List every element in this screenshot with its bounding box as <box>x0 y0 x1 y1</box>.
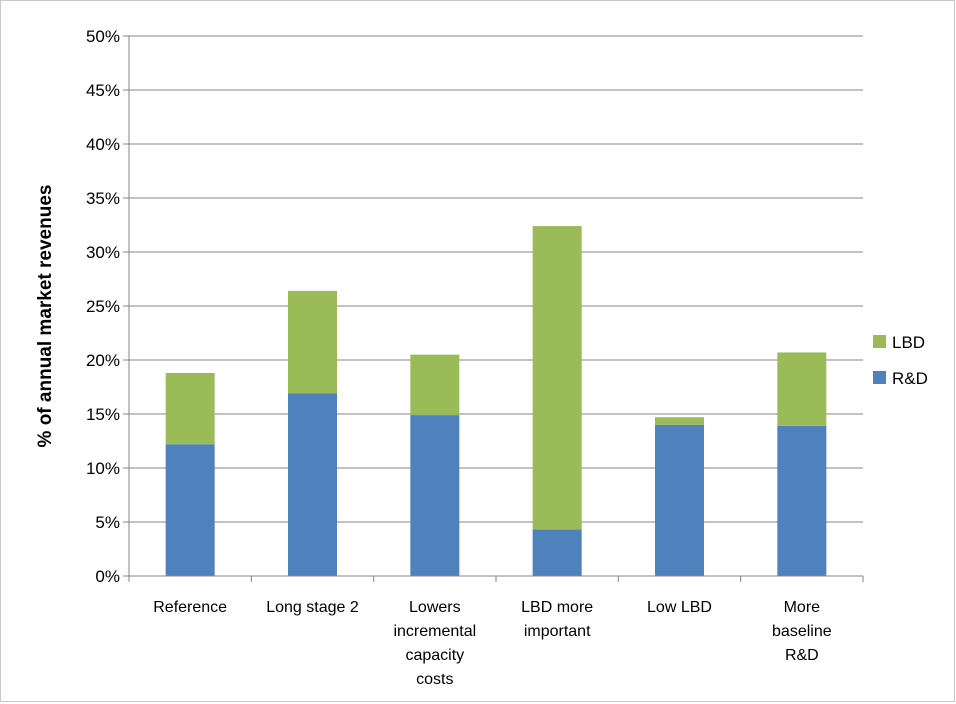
y-tick-label: 35% <box>86 189 120 208</box>
x-category-label: Reference <box>153 599 227 616</box>
y-axis-title: % of annual market revenues <box>35 185 56 448</box>
bar-r-d <box>288 393 337 576</box>
gridlines <box>123 35 863 577</box>
x-category-label-line: Lowers <box>409 599 461 616</box>
x-category-label-line: Reference <box>153 599 227 616</box>
axes <box>128 36 864 582</box>
y-tick-label: 45% <box>86 81 120 100</box>
x-category-label: Lowers incremental capacity costs <box>393 599 476 688</box>
legend-swatch <box>873 371 886 384</box>
x-category-label-line: More <box>784 599 821 616</box>
legend-label: LBD <box>892 333 925 352</box>
y-tick-label: 30% <box>86 243 120 262</box>
bar-r-d <box>410 415 460 576</box>
x-category-label: LBD more important <box>521 599 593 640</box>
bar-lbd <box>288 290 337 394</box>
x-category-label-line: baseline <box>772 623 832 640</box>
y-tick-label: 25% <box>86 297 120 316</box>
y-tick-label: 40% <box>86 135 120 154</box>
y-tick-label: 50% <box>86 27 120 46</box>
bar-lbd <box>165 372 215 445</box>
bars <box>165 226 827 576</box>
bar-r-d <box>655 424 704 576</box>
bar-lbd <box>655 417 704 425</box>
x-category-label-line: important <box>524 623 591 640</box>
bar-lbd <box>532 226 582 530</box>
bar-r-d <box>165 444 215 576</box>
x-category-label: Low LBD <box>647 599 712 616</box>
legend-label: R&D <box>892 369 928 388</box>
y-tick-label: 10% <box>86 459 120 478</box>
x-category-label-line: incremental <box>393 623 476 640</box>
y-tick-label: 15% <box>86 405 120 424</box>
bar-lbd <box>410 354 460 416</box>
bar-r-d <box>777 425 827 576</box>
x-category-label: Long stage 2 <box>266 599 359 616</box>
bar-r-d <box>532 529 582 576</box>
x-category-label-line: capacity <box>405 647 464 664</box>
y-tick-label: 0% <box>95 567 120 586</box>
legend: LBD R&D <box>873 333 928 388</box>
y-tick-label: 20% <box>86 351 120 370</box>
x-category-label-line: Long stage 2 <box>266 599 359 616</box>
x-category-label-line: Low LBD <box>647 599 712 616</box>
x-category-label-line: R&D <box>785 647 819 664</box>
x-category-label-line: LBD more <box>521 599 593 616</box>
legend-swatch <box>873 335 886 348</box>
y-tick-labels: 0% 5% 10% 15% 20% 25% 30% 35% 40% 45% 50% <box>86 27 120 586</box>
bar-lbd <box>777 352 827 426</box>
x-category-label: More baseline R&D <box>772 599 832 664</box>
x-category-labels: Reference Long stage 2 Lowers incremental ca… <box>153 599 831 688</box>
y-tick-label: 5% <box>95 513 120 532</box>
x-category-label-line: costs <box>416 671 453 688</box>
